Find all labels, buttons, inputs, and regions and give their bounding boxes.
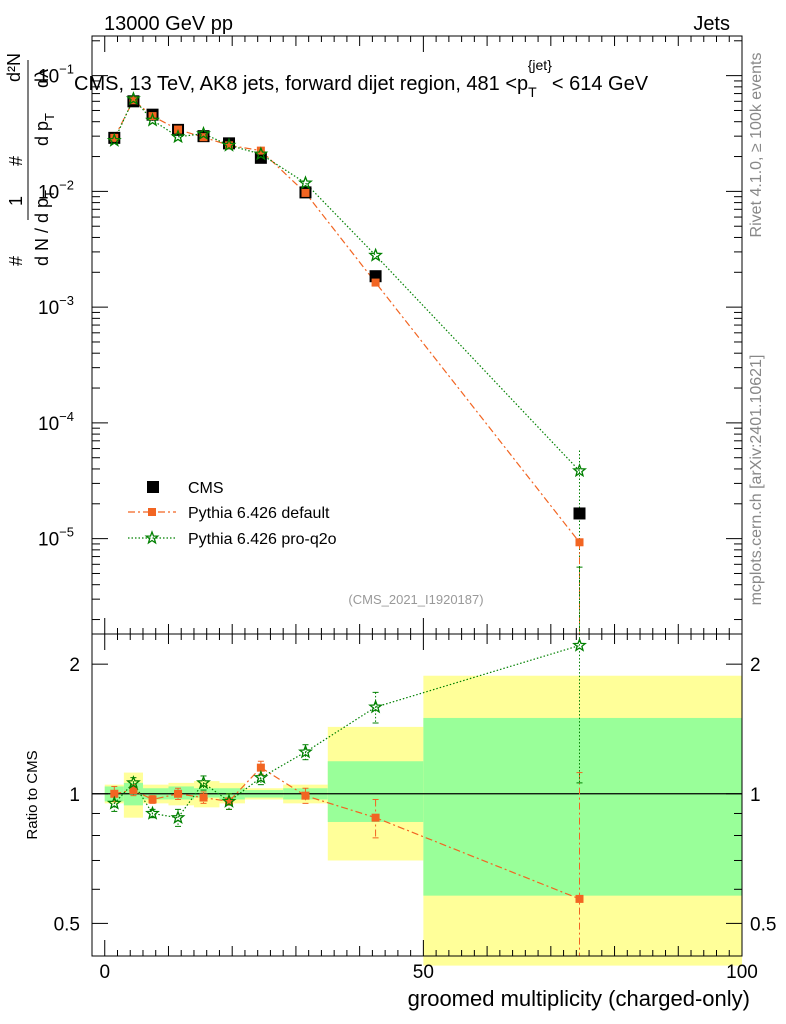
y-tick-label: 10−4 [38, 409, 74, 435]
proq2o-point [368, 247, 384, 262]
default-ratio-point [110, 789, 119, 798]
ratio-panel: 0.5 0.5 1 1 2 2 Ratio to CMS [24, 566, 776, 966]
ylabel-d2n: d²N [4, 53, 24, 82]
mcplots-label: mcplots.cern.ch [arXiv:2401.10621] [748, 355, 765, 606]
y-tick-label: 10−3 [38, 293, 74, 319]
default-point [110, 133, 119, 142]
proq2o-ratio-point [106, 795, 122, 810]
default-ratio-point [256, 763, 265, 772]
plot-title: CMS, 13 TeV, AK8 jets, forward dijet reg… [74, 57, 649, 100]
legend-proq2o-marker [144, 530, 160, 545]
default-ratio-point [148, 795, 157, 804]
main-panel: 10−1 10−2 10−3 10−4 10−5 (CMS_2021_I1920187)… [38, 35, 743, 635]
y-tick-label: 10−1 [38, 62, 74, 88]
y-axis-label: # 1 d N / d pT # d pT dλ d²N [4, 53, 57, 266]
ylabel-dp: d pT [32, 113, 57, 146]
default-ratio-point [371, 813, 380, 822]
proq2o-point [145, 112, 160, 127]
default-point [199, 133, 208, 142]
default-point [371, 278, 380, 287]
proq2o-point [298, 175, 313, 190]
proq2o-ratio-point [125, 775, 141, 790]
proq2o-ratio-line [113, 644, 580, 819]
x-tick-label: 100 [726, 962, 758, 983]
ratio-y-label: Ratio to CMS [24, 750, 41, 839]
x-axis: 0 50 100 [99, 36, 758, 983]
header-left: 13000 GeV pp [104, 13, 233, 35]
proq2o-point [253, 146, 269, 161]
ratio-y-tick-label-right: 2 [750, 655, 761, 676]
y-tick-label: 10−2 [38, 177, 74, 203]
proq2o-ratio-point [298, 744, 313, 759]
legend-cms-marker [147, 481, 159, 493]
legend-cms-label: CMS [188, 480, 224, 497]
default-ratio-point [129, 786, 138, 795]
proq2o-point [106, 132, 122, 147]
rivet-label: Rivet 4.1.0, ≥ 100k events [748, 53, 765, 238]
ylabel-hash2: # [6, 156, 26, 166]
default-point [225, 141, 234, 150]
legend-default-marker [148, 508, 156, 516]
default-point [575, 538, 584, 547]
default-line [113, 99, 580, 543]
default-point [256, 146, 265, 155]
ratio-y-tick-label-right: 0.5 [750, 914, 776, 935]
proq2o-ratio-point [145, 805, 160, 820]
ratio-y-tick-label-right: 1 [750, 785, 761, 806]
default-ratio-point [199, 793, 208, 802]
ratio-y-tick-label-left: 1 [69, 785, 80, 806]
proq2o-ratio-point [170, 809, 186, 824]
legend-default-label: Pythia 6.426 default [188, 505, 330, 522]
watermark: (CMS_2021_I1920187) [348, 592, 483, 607]
default-ratio-point [575, 894, 584, 903]
cms-point [573, 507, 586, 520]
proq2o-point [125, 91, 141, 106]
ylabel-dlambda: dλ [32, 69, 52, 88]
header-right: Jets [693, 13, 730, 35]
ratio-y-tick-label-left: 0.5 [54, 914, 80, 935]
y-tick-label: 10−5 [38, 525, 74, 551]
default-ratio-point [301, 791, 310, 800]
default-ratio-line [114, 766, 580, 900]
proq2o-ratio-point [196, 775, 211, 790]
proq2o-point [170, 128, 186, 144]
ylabel-one: 1 [6, 196, 26, 206]
proq2o-point [572, 463, 587, 478]
default-ratio-point [174, 789, 183, 798]
default-ratio-point [225, 797, 234, 806]
default-point [129, 96, 138, 105]
x-tick-label: 50 [413, 962, 434, 983]
ratio-y-tick-label-left: 2 [69, 655, 80, 676]
ylabel-den: d N / d pT [32, 190, 57, 266]
x-tick-label: 0 [99, 962, 110, 983]
proq2o-point [196, 125, 211, 141]
ratio-band-inner [327, 761, 424, 822]
default-point [301, 188, 310, 197]
ratio-band-inner [193, 788, 220, 798]
legend-proq2o-label: Pythia 6.426 pro-q2o [188, 531, 337, 548]
ratio-frame [91, 633, 743, 957]
proq2o-ratio-point [572, 637, 587, 652]
ylabel-hash1: # [6, 256, 26, 266]
proq2o-ratio-point [221, 793, 237, 808]
ratio-band-inner [423, 717, 742, 896]
x-axis-label: groomed multiplicity (charged-only) [408, 986, 750, 1011]
proq2o-line [113, 97, 580, 472]
proq2o-ratio-point [368, 699, 384, 714]
legend: CMS Pythia 6.426 default Pythia 6.426 pr… [128, 480, 337, 548]
proq2o-point [221, 137, 237, 152]
proq2o-ratio-point [253, 769, 269, 784]
